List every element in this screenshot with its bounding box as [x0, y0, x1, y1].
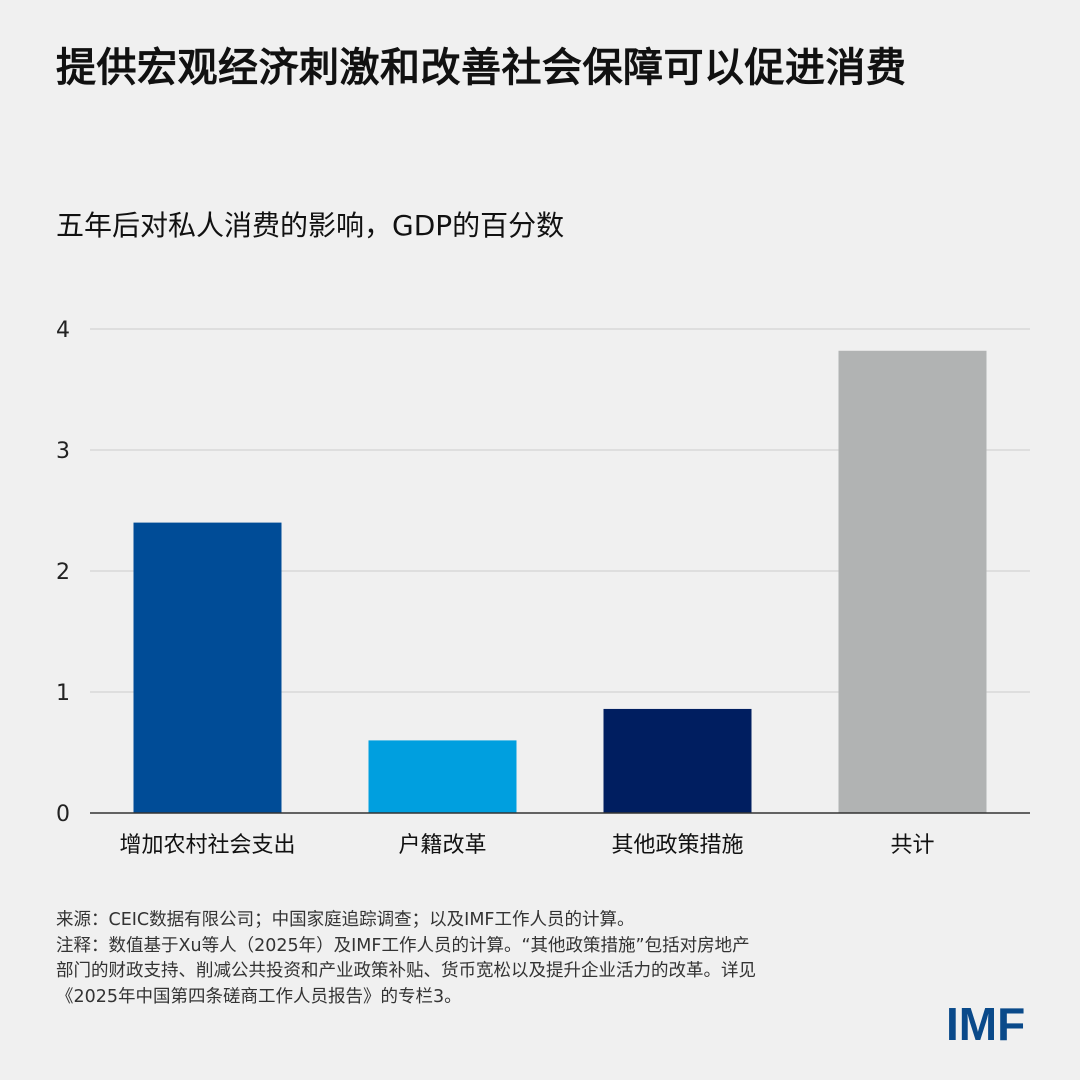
imf-logo: IMF [946, 994, 1046, 1050]
x-tick-label-2: 其他政策措施 [611, 833, 743, 858]
x-tick-label-3: 共计 [890, 833, 934, 858]
bar-3 [838, 350, 987, 813]
bar-1 [368, 740, 517, 813]
y-tick-label-0: 0 [56, 802, 70, 827]
y-tick-label-3: 3 [56, 439, 70, 464]
footnote-line-1: 注释：数值基于Xu等人（2025年）及IMF工作人员的计算。“其他政策措施”包括… [56, 935, 750, 956]
y-tick-label-2: 2 [56, 560, 70, 585]
footnote-line-3: 《2025年中国第四条磋商工作人员报告》的专栏3。 [56, 986, 462, 1007]
chart-subtitle: 五年后对私人消费的影响，GDP的百分数 [56, 209, 565, 242]
x-tick-label-1: 户籍改革 [398, 833, 486, 858]
imf-logo-text: IMF [946, 998, 1025, 1050]
bar-0 [133, 522, 282, 813]
bar-chart: 0 1 2 3 4 增加农村社会支出 户籍改革 其他政策措施 共计 [56, 318, 1030, 858]
y-tick-label-1: 1 [56, 681, 70, 706]
x-tick-label-0: 增加农村社会支出 [119, 833, 295, 858]
page-title: 提供宏观经济刺激和改善社会保障可以促进消费 [56, 45, 907, 91]
y-tick-label-4: 4 [56, 318, 70, 343]
chart-notes: 来源：CEIC数据有限公司；中国家庭追踪调查；以及IMF工作人员的计算。 注释：… [56, 908, 936, 1010]
footnote-line-2: 部门的财政支持、削减公共投资和产业政策补贴、货币宽松以及提升企业活力的改革。详见 [56, 961, 756, 981]
bar-2 [603, 708, 752, 813]
source-note: 来源：CEIC数据有限公司；中国家庭追踪调查；以及IMF工作人员的计算。 [56, 910, 635, 930]
